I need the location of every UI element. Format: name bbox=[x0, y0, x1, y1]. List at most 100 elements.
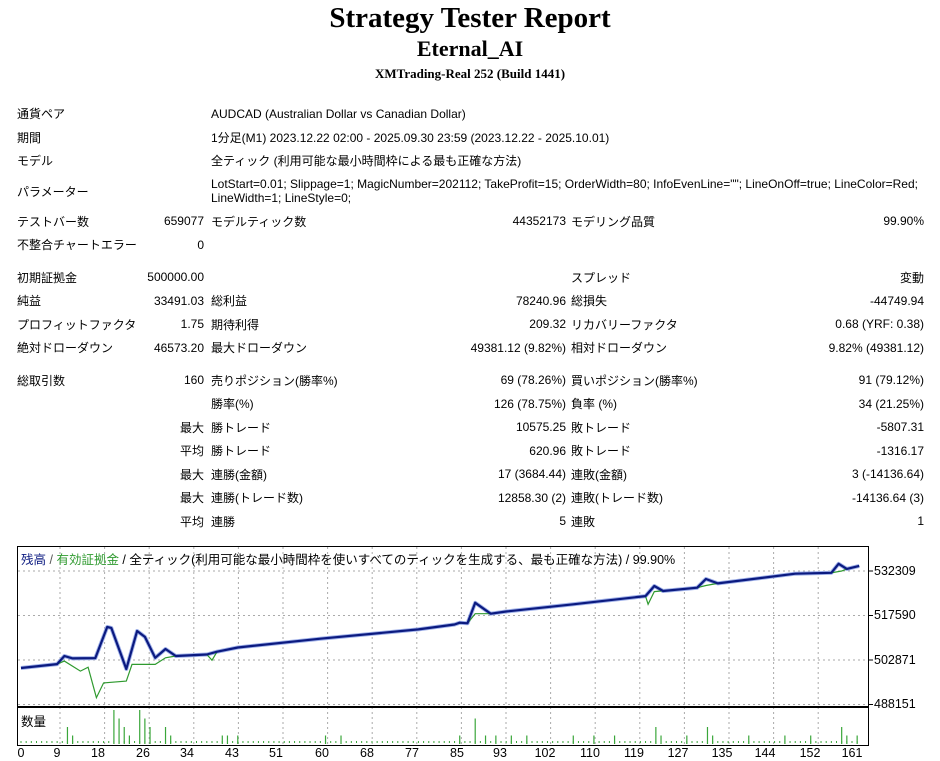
label: 買いポジション(勝率%) bbox=[571, 373, 698, 388]
value: 0 bbox=[197, 237, 204, 252]
label: 最大 bbox=[179, 491, 204, 506]
value: 0.68 (YRF: 0.38) bbox=[835, 317, 925, 332]
value: -44749.94 bbox=[869, 293, 925, 308]
x-tick-label: 135 bbox=[711, 746, 733, 760]
balance-line-shadow bbox=[20, 561, 860, 671]
label: 最大 bbox=[179, 420, 204, 435]
report-table: 通貨ペア AUDCAD (Australian Dollar vs Canadia… bbox=[17, 102, 924, 533]
label: 連勝(トレード数) bbox=[211, 491, 303, 506]
value: 99.90% bbox=[883, 214, 925, 229]
x-tick-label: 110 bbox=[580, 746, 600, 760]
x-tick-label: 93 bbox=[493, 746, 507, 760]
row-bars: テストバー数 659077 モデルティック数 44352173 モデリング品質 99.90… bbox=[17, 210, 924, 234]
y-tick-label: 532309 bbox=[874, 564, 916, 578]
legend-sep: / bbox=[46, 553, 57, 567]
row-trades: 総取引数 160 売りポジション(勝率%) 69 (78.26%) 買いポジション(勝率… bbox=[17, 369, 924, 393]
value: 46573.20 bbox=[153, 340, 204, 355]
value: 33491.03 bbox=[153, 293, 204, 308]
row-winrate: 勝率(%) 126 (78.75%) 負率 (%) 34 (21.25%) bbox=[17, 392, 924, 416]
label: 絶対ドローダウン bbox=[17, 341, 114, 356]
label: 相対ドローダウン bbox=[571, 341, 668, 356]
row-largest: 最大 勝トレード 10575.25 敗トレード -5807.31 bbox=[17, 416, 924, 440]
series-lines bbox=[20, 561, 860, 700]
label: 売りポジション(勝率%) bbox=[211, 373, 338, 388]
x-tick-label: 9 bbox=[53, 746, 61, 760]
x-tick-label: 127 bbox=[667, 746, 689, 760]
row-avg-cons: 平均 連勝 5 連敗 1 bbox=[17, 510, 924, 534]
value: -14136.64 (3) bbox=[851, 490, 925, 505]
label: 期間 bbox=[17, 130, 42, 145]
value: 49381.12 (9.82%) bbox=[470, 340, 566, 355]
value: 3 (-14136.64) bbox=[851, 467, 925, 482]
balance-line bbox=[20, 562, 860, 671]
x-tick-label: 60 bbox=[315, 746, 329, 760]
label: 期待利得 bbox=[211, 317, 260, 332]
value: 5 bbox=[559, 514, 566, 529]
value: 変動 bbox=[900, 270, 925, 285]
value: -5807.31 bbox=[876, 420, 925, 435]
label: 平均 bbox=[179, 514, 204, 529]
legend-equity: 有効証拠金 bbox=[56, 553, 119, 567]
main-plot-frame bbox=[17, 546, 869, 707]
x-tick-label: 34 bbox=[180, 746, 194, 760]
label: 不整合チャートエラー bbox=[17, 238, 137, 253]
value: 160 bbox=[183, 373, 204, 388]
value: 10575.25 bbox=[515, 420, 566, 435]
x-tick-label: 102 bbox=[534, 746, 556, 760]
x-tick-label: 161 bbox=[841, 746, 863, 760]
x-tick-label: 119 bbox=[624, 746, 644, 760]
row-pf: プロフィットファクタ 1.75 期待利得 209.32 リカバリーファクタ 0.68 (Y… bbox=[17, 313, 924, 337]
x-tick-label: 85 bbox=[450, 746, 464, 760]
volume-plot-frame bbox=[17, 707, 869, 746]
x-tick-label: 18 bbox=[91, 746, 105, 760]
label: 総取引数 bbox=[17, 373, 66, 388]
symbol-value: AUDCAD (Australian Dollar vs Canadian Do… bbox=[211, 106, 466, 121]
x-tick-label: 77 bbox=[405, 746, 419, 760]
balance-chart bbox=[17, 546, 873, 746]
label: パラメーター bbox=[17, 184, 89, 199]
value: -1316.17 bbox=[876, 443, 925, 458]
value: 78240.96 bbox=[515, 293, 566, 308]
value: 620.96 bbox=[529, 443, 566, 458]
x-tick-label: 152 bbox=[799, 746, 821, 760]
label: 初期証拠金 bbox=[17, 270, 78, 285]
label: モデル bbox=[17, 154, 54, 169]
row-average: 平均 勝トレード 620.96 敗トレード -1316.17 bbox=[17, 439, 924, 463]
value: 44352173 bbox=[512, 214, 566, 229]
value: 1.75 bbox=[180, 317, 204, 332]
label: プロフィットファクタ bbox=[17, 317, 137, 332]
label: 連敗 bbox=[571, 514, 596, 529]
value: 12858.30 (2) bbox=[497, 490, 566, 505]
x-tick-label: 144 bbox=[754, 746, 776, 760]
row-params: パラメーター LotStart=0.01; Slippage=1; MagicNu… bbox=[17, 173, 924, 210]
value: 91 (79.12%) bbox=[858, 373, 925, 388]
label: 連勝(金額) bbox=[211, 467, 267, 482]
x-tick-label: 51 bbox=[269, 746, 283, 760]
label: 平均 bbox=[179, 444, 204, 459]
legend-model: / 全ティック(利用可能な最小時間枠を使いすべてのティックを生成する、最も正確な… bbox=[118, 553, 676, 567]
ea-name: Eternal_AI bbox=[416, 36, 524, 61]
row-deposit: 初期証拠金 500000.00 スプレッド 変動 bbox=[17, 266, 924, 290]
value: 659077 bbox=[163, 214, 204, 229]
label: 勝トレード bbox=[211, 420, 272, 435]
value: 1 bbox=[917, 514, 925, 529]
server-build: XMTrading-Real 252 (Build 1441) bbox=[374, 66, 566, 81]
value: 9.82% (49381.12) bbox=[828, 340, 925, 355]
row-cons-count: 最大 連勝(トレード数) 12858.30 (2) 連敗(トレード数) -14136.6… bbox=[17, 486, 924, 510]
label: 最大 bbox=[179, 467, 204, 482]
row-dd: 絶対ドローダウン 46573.20 最大ドローダウン 49381.12 (9.82%)… bbox=[17, 336, 924, 360]
label: 総利益 bbox=[211, 294, 248, 309]
row-net: 純益 33491.03 総利益 78240.96 総損失 -44749.94 bbox=[17, 289, 924, 313]
x-tick-label: 0 bbox=[17, 746, 25, 760]
row-period: 期間 1分足(M1) 2023.12.22 02:00 - 2025.09.30 … bbox=[17, 126, 924, 150]
label: 勝トレード bbox=[211, 444, 272, 459]
row-cons-amount: 最大 連勝(金額) 17 (3684.44) 連敗(金額) 3 (-14136.64) bbox=[17, 463, 924, 487]
y-tick-label: 502871 bbox=[874, 652, 916, 667]
value: 34 (21.25%) bbox=[858, 396, 925, 411]
label: 連勝 bbox=[211, 514, 236, 529]
report-title: Strategy Tester Report bbox=[329, 2, 611, 34]
x-tick-label: 68 bbox=[360, 746, 374, 760]
label: 敗トレード bbox=[571, 420, 632, 435]
x-tick-label: 26 bbox=[136, 746, 150, 760]
chart-title: 残高 / 有効証拠金 / 全ティック(利用可能な最小時間枠を使いすべてのティック… bbox=[21, 549, 675, 568]
